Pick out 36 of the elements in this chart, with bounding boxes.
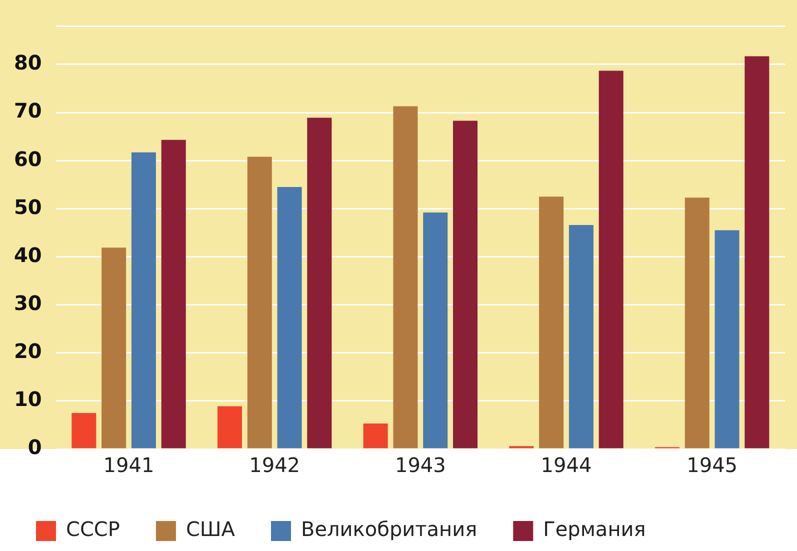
bar: [684, 198, 710, 448]
y-tick-label: 10: [14, 387, 42, 412]
legend-label: США: [186, 517, 236, 542]
bar: [714, 230, 740, 448]
bar: [453, 120, 478, 448]
x-tick-label: 1944: [540, 453, 592, 478]
x-tick-label: 1943: [394, 453, 446, 478]
bar: [598, 70, 624, 448]
bar: [217, 406, 242, 448]
y-tick-label: 40: [14, 242, 42, 267]
x-tick-label: 1941: [103, 453, 154, 478]
y-tick-label: 20: [14, 339, 42, 364]
bar: [363, 424, 388, 448]
x-tick-label: 1942: [249, 453, 300, 478]
bar: [72, 412, 96, 448]
bar: [307, 118, 332, 448]
bar: [423, 212, 448, 448]
bar: [247, 156, 272, 448]
bar: [393, 106, 418, 448]
bar: [277, 187, 302, 448]
y-tick-label: 60: [14, 146, 42, 171]
y-tick-label: 30: [14, 291, 42, 315]
bar: [131, 152, 156, 448]
bar: [539, 196, 564, 448]
y-tick-label: 0: [28, 435, 42, 460]
bar: [102, 248, 126, 448]
bar: [744, 56, 770, 448]
y-tick-label: 70: [14, 98, 42, 123]
bar: [568, 225, 594, 448]
x-tick-label: 1945: [686, 453, 738, 478]
y-tick-label: 80: [14, 50, 42, 75]
y-tick-label: 50: [14, 194, 42, 219]
legend-label: Германия: [543, 517, 646, 542]
legend-label: СССР: [66, 517, 120, 542]
bar: [161, 140, 186, 448]
legend-label: Великобритания: [300, 517, 478, 542]
